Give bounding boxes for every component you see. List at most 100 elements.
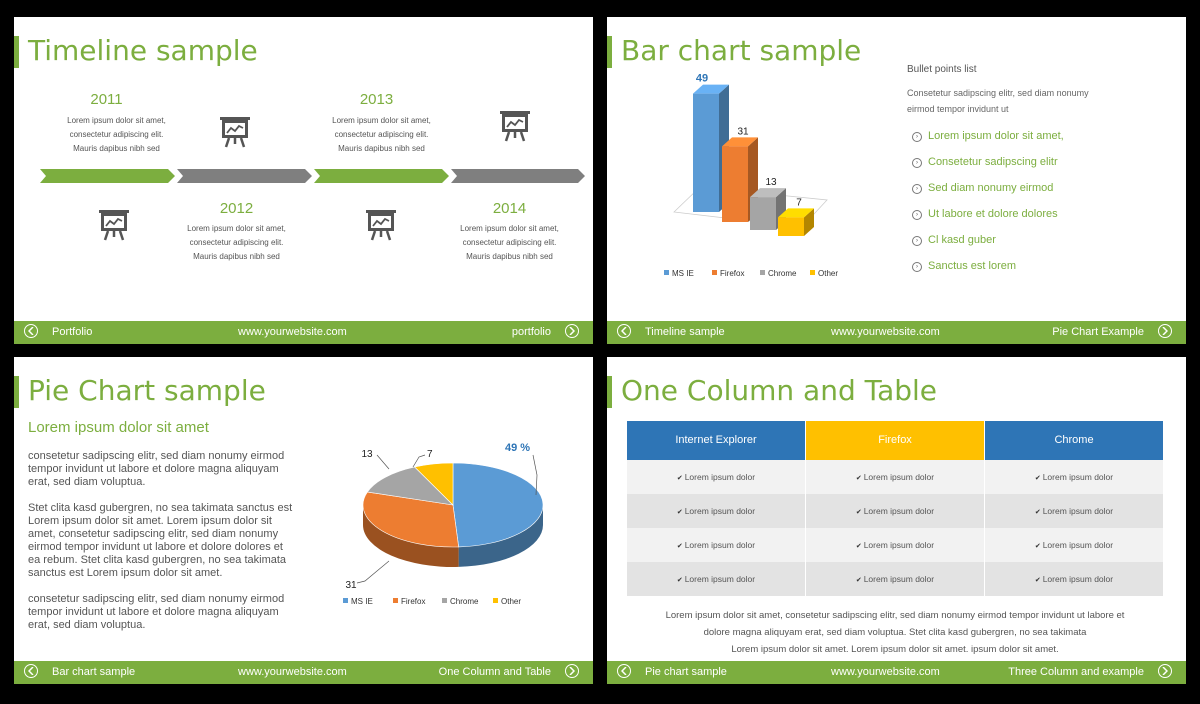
chevron-circle-icon: › xyxy=(912,210,922,220)
timeline-arrows xyxy=(40,169,585,183)
chevron-circle-icon: › xyxy=(912,236,922,246)
prev-slide-button[interactable] xyxy=(617,324,631,338)
svg-text:Chrome: Chrome xyxy=(768,269,797,278)
bullet-item: › Cl kasd guber xyxy=(912,234,1064,260)
legend-item: Chrome xyxy=(760,269,797,278)
legend-item: Firefox xyxy=(393,597,425,606)
check-icon: ✔ xyxy=(676,543,685,550)
svg-text:MS IE: MS IE xyxy=(351,597,373,606)
table-cell: ✔ Lorem ipsum dolor xyxy=(627,528,806,562)
pie-slice-chrome xyxy=(366,466,454,506)
check-icon: ✔ xyxy=(1034,543,1043,550)
table-cell: ✔ Lorem ipsum dolor xyxy=(1034,472,1114,482)
table-cell: ✔ Lorem ipsum dolor xyxy=(806,494,985,528)
next-slide-button[interactable] xyxy=(1158,664,1172,678)
table-header: Internet Explorer Firefox Chrome xyxy=(627,421,1163,460)
slide-footer: Pie chart sample www.yourwebsite.com Thr… xyxy=(607,661,1186,684)
title-accent xyxy=(14,376,19,408)
table-cell: ✔ Lorem ipsum dolor xyxy=(627,494,806,528)
footer-prev-link[interactable]: Bar chart sample xyxy=(52,666,136,678)
table-cell: ✔ Lorem ipsum dolor xyxy=(806,460,985,494)
footer-next-link[interactable]: One Column and Table xyxy=(438,666,551,678)
prev-slide-button[interactable] xyxy=(24,324,38,338)
bar-other xyxy=(778,208,814,236)
bullet-item: › Sanctus est lorem xyxy=(912,260,1064,286)
bullet-list: › Lorem ipsum dolor sit amet, › Consetetur … xyxy=(912,130,1064,286)
column-header[interactable]: Internet Explorer xyxy=(627,421,806,460)
footer-prev-link[interactable]: Timeline sample xyxy=(645,326,725,338)
table-row: ✔ Lorem ipsum dolor ✔ Lorem ipsum dolor ✔ … xyxy=(627,460,1163,494)
slide-bar-chart: Bar chart sample 49 31 13 7 MS IE Firefox Chro… xyxy=(607,17,1186,344)
pie-side-ms-ie xyxy=(458,505,543,567)
check-icon: ✔ xyxy=(1034,475,1043,482)
column-header[interactable]: Chrome xyxy=(985,421,1163,460)
footer-website: www.yourwebsite.com xyxy=(238,666,347,678)
bullet-heading: Bullet points list xyxy=(907,64,977,75)
slide-footer: Bar chart sample www.yourwebsite.com One… xyxy=(14,661,593,684)
bar-value-label: 49 xyxy=(696,73,708,85)
slide-title: One Column and Table xyxy=(621,374,938,407)
bullet-intro: Consetetur sadipscing elitr, sed diam no… xyxy=(907,88,1089,114)
pie-slice-firefox xyxy=(362,491,459,548)
bullet-text: Cl kasd guber xyxy=(928,234,996,246)
footer-prev-link[interactable]: Portfolio xyxy=(52,326,93,338)
timeline-text-2014: Lorem ipsum dolor sit amet, consectetur a… xyxy=(460,224,559,261)
bullet-item: › Ut labore et dolore dolores xyxy=(912,208,1064,234)
chevron-circle-icon: › xyxy=(912,132,922,142)
bullet-text: Ut labore et dolore dolores xyxy=(928,208,1058,220)
footer-next-link[interactable]: Three Column and example xyxy=(1008,666,1144,678)
column-header[interactable]: Firefox xyxy=(806,421,985,460)
chevron-circle-icon: › xyxy=(912,158,922,168)
slide-subtitle: Lorem ipsum dolor sit amet xyxy=(28,419,209,436)
bullet-text: Sanctus est lorem xyxy=(928,260,1017,272)
slide-footer: Timeline sample www.yourwebsite.com Pie … xyxy=(607,321,1186,344)
next-slide-button[interactable] xyxy=(565,324,579,338)
chevron-circle-icon: › xyxy=(912,262,922,272)
check-icon: ✔ xyxy=(855,577,864,584)
timeline-year-2014: 2014 xyxy=(492,200,527,217)
slide-title: Bar chart sample xyxy=(621,34,862,67)
prev-slide-button[interactable] xyxy=(617,664,631,678)
table-row: ✔ Lorem ipsum dolor ✔ Lorem ipsum dolor ✔ … xyxy=(627,528,1163,562)
legend-item: Firefox xyxy=(712,269,744,278)
leader-line xyxy=(356,560,390,584)
footer-next-link[interactable]: Pie Chart Example xyxy=(1052,326,1144,338)
paragraph: consetetur sadipscing elitr, sed diam no… xyxy=(28,450,285,488)
footer-next-link[interactable]: portfolio xyxy=(511,326,551,338)
presentation-chart-icon xyxy=(99,210,129,241)
bullet-text: Lorem ipsum dolor sit amet, xyxy=(928,130,1064,142)
bar-firefox xyxy=(722,137,758,222)
next-slide-button[interactable] xyxy=(1158,324,1172,338)
table-cell: ✔ Lorem ipsum dolor xyxy=(627,562,806,596)
svg-text:Firefox: Firefox xyxy=(720,269,744,278)
table-cell: ✔ Lorem ipsum dolor xyxy=(806,562,985,596)
check-icon: ✔ xyxy=(676,509,685,516)
slide-pie-chart: Pie Chart sample Lorem ipsum dolor sit a… xyxy=(14,357,593,684)
prev-slide-button[interactable] xyxy=(24,664,38,678)
bullet-item: › Consetetur sadipscing elitr xyxy=(912,156,1064,182)
body-text: consetetur sadipscing elitr, sed diam no… xyxy=(28,450,318,632)
pie-value-label: 13 xyxy=(361,449,373,460)
pie-slice-ms-ie xyxy=(452,462,544,548)
pie-value-label: 31 xyxy=(345,580,357,591)
svg-text:MS IE: MS IE xyxy=(672,269,694,278)
presentation-chart-icon xyxy=(220,117,250,148)
slide-title: Timeline sample xyxy=(28,34,258,67)
check-icon: ✔ xyxy=(1034,509,1043,516)
pie-slice-other xyxy=(414,462,454,506)
paragraph: consetetur sadipscing elitr, sed diam no… xyxy=(28,593,285,631)
slide-title: Pie Chart sample xyxy=(28,374,266,407)
legend-item: MS IE xyxy=(343,597,373,606)
timeline-year-2013: 2013 xyxy=(359,91,394,108)
footer-website: www.yourwebsite.com xyxy=(831,666,940,678)
footer-prev-link[interactable]: Pie chart sample xyxy=(645,666,727,678)
comparison-table: Internet Explorer Firefox Chrome ✔ Lorem ip… xyxy=(627,421,1163,596)
svg-text:Other: Other xyxy=(501,597,521,606)
table-cell: ✔ Lorem ipsum dolor xyxy=(1034,506,1114,516)
bullet-item: › Sed diam nonumy eirmod xyxy=(912,182,1064,208)
next-slide-button[interactable] xyxy=(565,664,579,678)
leader-line xyxy=(376,454,390,470)
title-accent xyxy=(607,376,612,408)
slide-footer: Portfolio www.yourwebsite.com portfolio xyxy=(14,321,593,344)
bar-chrome xyxy=(750,188,786,230)
